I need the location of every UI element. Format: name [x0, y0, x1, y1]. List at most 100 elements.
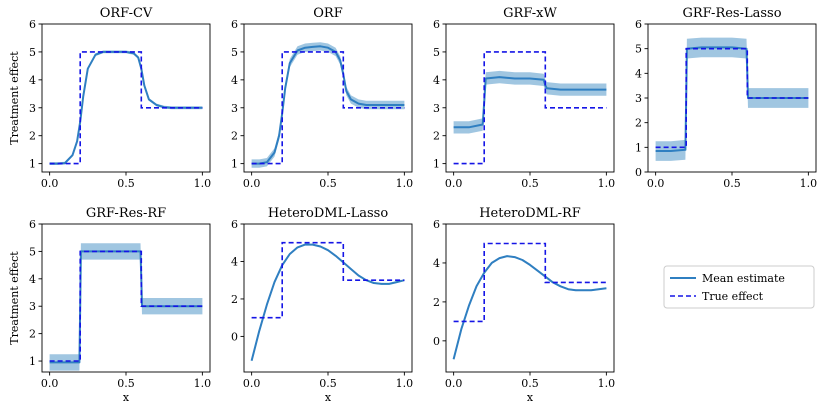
plot-frame: [41, 23, 211, 173]
legend-true-label: True effect: [702, 290, 764, 303]
legend-mean-label: Mean estimate: [702, 272, 785, 285]
true-effect-line: [49, 51, 203, 165]
mean-estimate-line: [453, 76, 607, 129]
x-tick-label: 0.5: [521, 177, 539, 190]
y-tick-label: 4: [433, 74, 440, 87]
x-tick-label: 0.0: [243, 177, 261, 190]
y-tick-label: 6: [29, 218, 36, 231]
y-tick-label: 2: [433, 130, 440, 143]
y-tick-label: 4: [29, 74, 36, 87]
x-tick-label: 0.5: [319, 177, 337, 190]
x-tick-label: 1.0: [194, 377, 212, 390]
y-tick-label: 0: [231, 330, 238, 343]
x-tick-label: 0.0: [445, 177, 463, 190]
panel-title: GRF-Res-RF: [86, 206, 166, 221]
y-tick-label: 4: [635, 67, 642, 80]
x-tick-label: 0.0: [243, 377, 261, 390]
panel-grf-res-lasso: GRF-Res-Lasso 0.0 0.5 1.0 0 1 2 3 4 5 6: [635, 6, 817, 190]
y-tick-label: 4: [433, 257, 440, 270]
y-tick-label: 4: [231, 74, 238, 87]
x-tick-label: 0.5: [117, 177, 135, 190]
x-tick-label: 1.0: [194, 177, 212, 190]
x-tick-label: 0.5: [117, 377, 135, 390]
y-tick-label: 2: [29, 328, 36, 341]
y-tick-label: 5: [29, 46, 36, 59]
confidence-band: [453, 255, 607, 361]
legend: Mean estimate True effect: [663, 265, 815, 309]
y-tick-label: 3: [635, 92, 642, 105]
x-tick-label: 0.5: [723, 177, 741, 190]
y-tick-label: 1: [635, 141, 642, 154]
true-effect-line: [453, 242, 607, 323]
y-tick-label: 3: [433, 102, 440, 115]
y-tick-label: 6: [433, 18, 440, 31]
y-tick-label: 6: [231, 18, 238, 31]
true-effect-line: [655, 47, 809, 149]
x-tick-label: 1.0: [396, 377, 414, 390]
x-axis-label: x: [325, 391, 332, 404]
mean-estimate-line: [250, 243, 405, 362]
y-axis-label: Treatment effect: [8, 51, 21, 145]
y-tick-label: 5: [29, 245, 36, 258]
panel-title: GRF-Res-Lasso: [682, 6, 781, 21]
y-tick-label: 6: [231, 218, 238, 231]
x-tick-label: 1.0: [598, 177, 616, 190]
panel-heterodml-rf: HeteroDML-RF 0.0 0.5 1.0 0 2 4 6 x: [433, 206, 615, 404]
panel-heterodml-lasso: HeteroDML-Lasso 0.0 0.5 1.0 0 2 4 6 x: [231, 206, 413, 404]
x-tick-label: 1.0: [598, 377, 616, 390]
x-axis-label: x: [123, 391, 130, 404]
y-tick-label: 4: [29, 273, 36, 286]
true-effect-line: [251, 241, 405, 319]
y-tick-label: 3: [29, 102, 36, 115]
y-tick-label: 1: [29, 158, 36, 171]
x-tick-label: 1.0: [800, 177, 818, 190]
confidence-band: [453, 70, 607, 134]
y-tick-label: 2: [231, 293, 238, 306]
plot-frame: [445, 23, 615, 173]
panel-title: ORF-CV: [100, 6, 153, 21]
legend-frame: [663, 265, 815, 309]
y-tick-label: 3: [231, 102, 238, 115]
panel-title: HeteroDML-Lasso: [268, 206, 388, 221]
confidence-band: [251, 243, 405, 362]
y-tick-label: 5: [635, 43, 642, 56]
y-tick-label: 6: [635, 18, 642, 31]
mean-estimate-line: [251, 45, 405, 165]
y-tick-label: 1: [29, 355, 36, 368]
panel-title: ORF: [313, 6, 342, 21]
y-tick-label: 2: [635, 117, 642, 130]
y-tick-label: 4: [231, 255, 238, 268]
y-tick-label: 5: [433, 46, 440, 59]
mean-estimate-line: [49, 250, 203, 364]
x-axis-label: x: [527, 391, 534, 404]
y-tick-label: 2: [231, 130, 238, 143]
panel-orf: ORF 0.0 0.5 1.0 1 2 3 4 5 6: [231, 6, 413, 190]
panel-grf-res-rf: GRF-Res-RF 0.0 0.5 1.0 1 2 3 4 5 6 Treatment effec…: [8, 206, 211, 404]
x-tick-label: 0.0: [647, 177, 665, 190]
y-tick-label: 2: [29, 130, 36, 143]
panel-orf-cv: ORF-CV 0.0 0.5 1.0 1 2 3 4 5 6 Treatment effect: [8, 6, 211, 190]
x-tick-label: 0.5: [521, 377, 539, 390]
y-tick-label: 6: [433, 218, 440, 231]
true-effect-line: [49, 250, 203, 362]
y-tick-label: 0: [635, 166, 642, 179]
x-tick-label: 1.0: [396, 177, 414, 190]
y-tick-label: 1: [231, 158, 238, 171]
true-effect-line: [453, 51, 607, 165]
true-effect-line: [251, 51, 405, 165]
y-tick-label: 3: [29, 300, 36, 313]
y-tick-label: 6: [29, 18, 36, 31]
y-tick-label: 2: [433, 296, 440, 309]
panel-title: HeteroDML-RF: [479, 206, 581, 221]
panel-grf-xw: GRF-xW 0.0 0.5 1.0 1 2 3 4 5 6: [433, 6, 615, 190]
y-tick-label: 1: [433, 158, 440, 171]
x-tick-label: 0.5: [319, 377, 337, 390]
confidence-band: [655, 37, 809, 161]
y-axis-label: Treatment effect: [8, 251, 21, 345]
mean-estimate-line: [452, 255, 607, 360]
x-tick-label: 0.0: [445, 377, 463, 390]
x-tick-label: 0.0: [41, 177, 59, 190]
y-tick-label: 0: [433, 335, 440, 348]
panel-title: GRF-xW: [503, 6, 557, 21]
